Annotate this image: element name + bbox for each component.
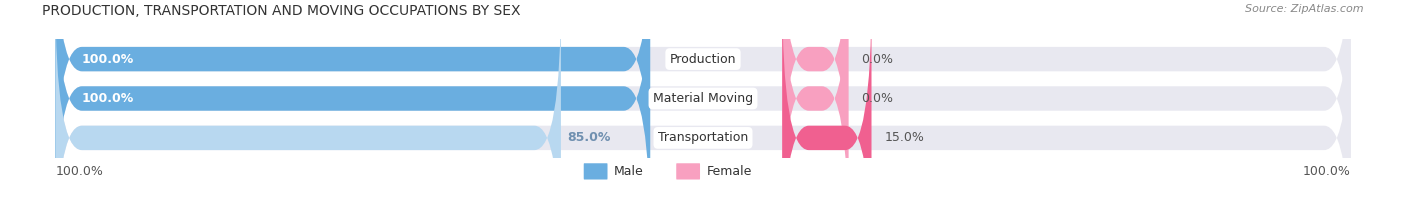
Text: Transportation: Transportation bbox=[658, 131, 748, 144]
FancyBboxPatch shape bbox=[782, 0, 848, 197]
Text: 85.0%: 85.0% bbox=[567, 131, 610, 144]
FancyBboxPatch shape bbox=[55, 0, 561, 197]
Text: 0.0%: 0.0% bbox=[862, 53, 894, 66]
FancyBboxPatch shape bbox=[55, 0, 650, 197]
FancyBboxPatch shape bbox=[676, 163, 700, 179]
FancyBboxPatch shape bbox=[55, 0, 1351, 197]
Text: Source: ZipAtlas.com: Source: ZipAtlas.com bbox=[1246, 4, 1364, 14]
FancyBboxPatch shape bbox=[782, 0, 872, 197]
FancyBboxPatch shape bbox=[55, 0, 650, 197]
Text: 100.0%: 100.0% bbox=[1303, 165, 1351, 178]
FancyBboxPatch shape bbox=[55, 0, 1351, 197]
FancyBboxPatch shape bbox=[782, 0, 848, 197]
Text: Male: Male bbox=[614, 165, 644, 178]
Text: 100.0%: 100.0% bbox=[82, 92, 134, 105]
Text: 100.0%: 100.0% bbox=[82, 53, 134, 66]
Text: PRODUCTION, TRANSPORTATION AND MOVING OCCUPATIONS BY SEX: PRODUCTION, TRANSPORTATION AND MOVING OC… bbox=[42, 4, 520, 18]
Text: 15.0%: 15.0% bbox=[884, 131, 925, 144]
Text: 100.0%: 100.0% bbox=[55, 165, 103, 178]
Text: 0.0%: 0.0% bbox=[862, 92, 894, 105]
FancyBboxPatch shape bbox=[55, 0, 1351, 197]
Text: Female: Female bbox=[706, 165, 752, 178]
FancyBboxPatch shape bbox=[583, 163, 607, 179]
Text: Material Moving: Material Moving bbox=[652, 92, 754, 105]
Text: Production: Production bbox=[669, 53, 737, 66]
